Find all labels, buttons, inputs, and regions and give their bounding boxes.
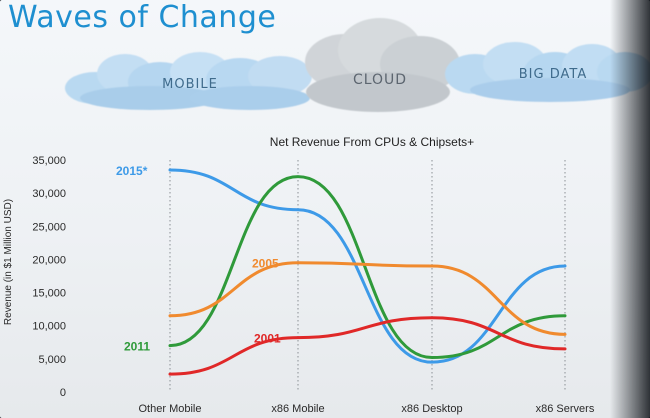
data-point bbox=[297, 175, 299, 178]
cloud-banner: MOBILE CLOUD BIG DATA bbox=[65, 18, 650, 112]
y-tick-label: 0 bbox=[60, 387, 66, 399]
category-guides bbox=[169, 160, 566, 392]
x-axis: Other Mobile x86 Mobile x86 Desktop x86 Ser… bbox=[139, 403, 595, 415]
y-tick-label: 25,000 bbox=[32, 221, 66, 233]
x-tick-label: x86 Mobile bbox=[271, 403, 324, 415]
series-line-2005 bbox=[168, 261, 567, 336]
series-labels: 2015* 2011 2005 2001 bbox=[116, 164, 281, 354]
series-line-2011 bbox=[168, 175, 567, 360]
series-line-2015 bbox=[168, 168, 567, 364]
y-axis-label: Revenue (in $1 Million USD) bbox=[3, 199, 14, 325]
cloud-cloud bbox=[305, 18, 460, 112]
data-point bbox=[564, 333, 566, 336]
x-tick-label: x86 Desktop bbox=[401, 403, 462, 415]
chart-title: Net Revenue From CPUs & Chipsets+ bbox=[270, 135, 474, 149]
revenue-line-chart: Net Revenue From CPUs & Chipsets+ Revenu… bbox=[3, 135, 595, 415]
cloud-mobile bbox=[65, 52, 312, 110]
data-point bbox=[564, 265, 566, 267]
y-tick-label: 10,000 bbox=[32, 321, 66, 333]
data-point bbox=[169, 344, 171, 347]
data-point bbox=[431, 361, 433, 363]
data-point bbox=[297, 336, 299, 339]
data-point bbox=[297, 208, 299, 211]
series-line-2001 bbox=[168, 316, 567, 376]
data-point bbox=[431, 265, 433, 267]
y-tick-label: 30,000 bbox=[32, 188, 66, 200]
x-tick-label: x86 Servers bbox=[536, 403, 595, 415]
series-lines bbox=[168, 168, 567, 376]
data-point bbox=[431, 316, 433, 319]
y-tick-label: 35,000 bbox=[32, 155, 66, 167]
series-label-2001: 2001 bbox=[254, 332, 281, 346]
cloud-label-cloud: CLOUD bbox=[353, 72, 407, 88]
cloud-label-big-data: BIG DATA bbox=[519, 67, 587, 82]
data-point bbox=[564, 314, 566, 317]
slide-title: Waves of Change bbox=[8, 0, 277, 35]
series-label-2011: 2011 bbox=[124, 340, 150, 354]
series-label-2015: 2015* bbox=[116, 164, 148, 178]
data-point bbox=[431, 356, 433, 359]
data-point bbox=[564, 348, 566, 350]
series-label-2005: 2005 bbox=[252, 257, 279, 271]
x-tick-label: Other Mobile bbox=[139, 403, 202, 415]
data-point bbox=[169, 314, 171, 317]
y-tick-label: 15,000 bbox=[32, 288, 66, 300]
data-point bbox=[297, 261, 299, 264]
y-tick-label: 5,000 bbox=[38, 354, 66, 366]
y-tick-label: 20,000 bbox=[32, 254, 66, 266]
cloud-label-mobile: MOBILE bbox=[162, 77, 218, 92]
data-point bbox=[169, 373, 171, 375]
y-axis: 0 5,000 10,000 15,000 20,000 25,000 30,000 35,0… bbox=[32, 155, 66, 399]
data-point bbox=[169, 169, 171, 171]
